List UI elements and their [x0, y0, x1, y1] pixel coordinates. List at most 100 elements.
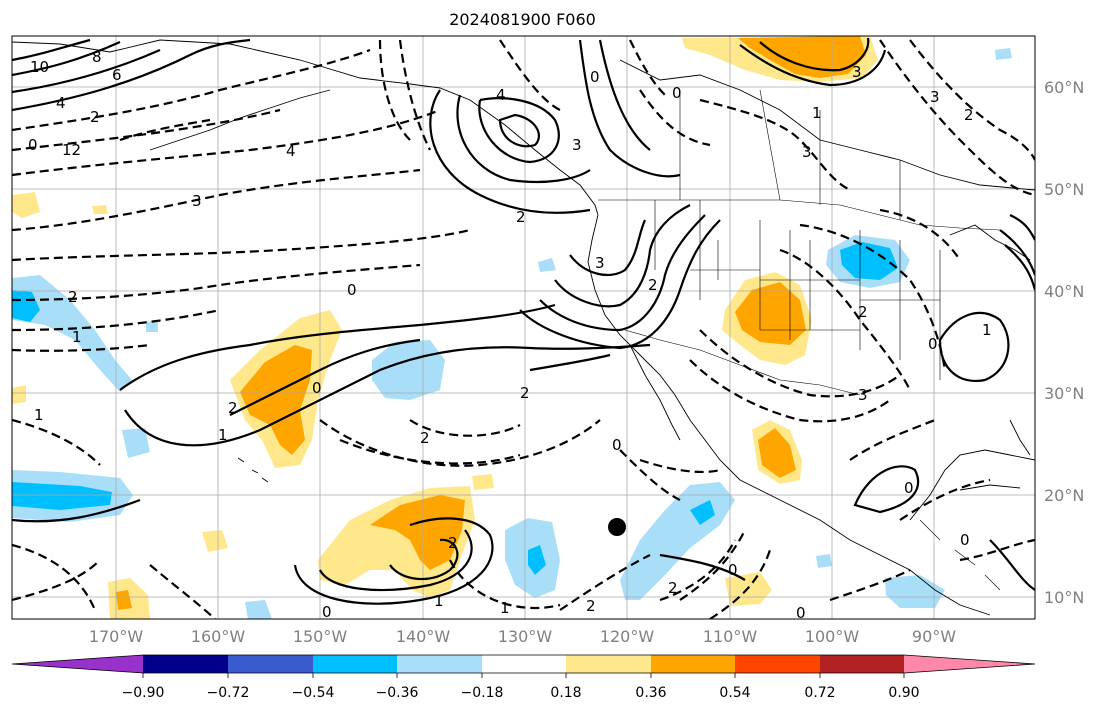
contour-label: 2 [964, 106, 974, 124]
contour-label: 0 [28, 136, 38, 154]
contour-label: 0 [347, 281, 357, 299]
contour-label: 4 [496, 86, 506, 104]
contour-label: 4 [286, 142, 296, 160]
lon-label: 100°W [805, 627, 860, 646]
colorbar-tick-label: 0.72 [804, 685, 835, 701]
contour-label: 2 [858, 303, 868, 321]
contour-label: 6 [112, 66, 122, 84]
latitude-labels: 60°N 50°N 40°N 30°N 20°N 10°N [1044, 78, 1084, 607]
contour-label: 1 [72, 328, 82, 346]
point-marker [608, 518, 626, 536]
contour-label: 2 [68, 288, 78, 306]
pos-region-mexico-core [758, 428, 796, 478]
contour-label: 12 [62, 141, 81, 159]
colorbar-segment [566, 655, 651, 673]
contour-label: 3 [595, 254, 605, 272]
contour-label: 3 [852, 63, 862, 81]
lon-label: 160°W [191, 627, 246, 646]
lon-label: 130°W [498, 627, 553, 646]
contour-label: 2 [648, 276, 658, 294]
dashed-contours [12, 39, 1035, 619]
pos-region-far-southwest-core [116, 590, 132, 610]
central-america-borders [919, 519, 1001, 591]
contour-label: 0 [322, 603, 332, 621]
pos-region-small-5 [12, 385, 26, 404]
lon-label: 150°W [293, 627, 348, 646]
positive-anomaly-shading [12, 36, 878, 619]
contour-label: 10 [30, 58, 49, 76]
contour-label: 2 [228, 399, 238, 417]
north-america-west-coast [587, 214, 991, 616]
neg-region-mexico-coast-core [690, 500, 715, 525]
plot-title: 2024081900 F060 [449, 10, 596, 29]
contour-label: 0 [312, 379, 322, 397]
pos-region-small-2 [92, 205, 108, 214]
colorbar-tick-label: −0.90 [122, 685, 165, 701]
colorbar-segment [482, 655, 566, 673]
contour-label: 0 [590, 68, 600, 86]
pos-region-small-1 [12, 192, 40, 218]
us-mexico-border [624, 329, 861, 396]
colorbar: −0.90 −0.72 −0.54 −0.36 −0.18 0.18 0.36 … [11, 654, 1036, 701]
lat-label: 40°N [1044, 282, 1084, 301]
colorbar-segment [820, 655, 904, 673]
neg-region-small-4 [146, 320, 158, 332]
contour-label: 2 [586, 597, 596, 615]
map-border [11, 35, 1036, 620]
lat-label: 10°N [1044, 588, 1084, 607]
colorbar-segment [228, 655, 313, 673]
contour-label: 0 [672, 84, 682, 102]
lat-label: 20°N [1044, 486, 1084, 505]
colorbar-tick-label: 0.18 [550, 685, 581, 701]
colorbar-tick-label: 0.90 [888, 685, 919, 701]
pos-region-southwest-us-core [735, 282, 806, 345]
neg-region-small-3 [538, 258, 556, 272]
neg-region-hawaii-west-core [12, 482, 112, 510]
longitude-labels: 170°W 160°W 150°W 140°W 130°W 120°W 110°… [89, 627, 956, 646]
lat-label: 50°N [1044, 180, 1084, 199]
neg-region-small-2 [245, 600, 272, 619]
contour-label: 1 [500, 599, 510, 617]
lat-label: 60°N [1044, 78, 1084, 97]
neg-region-west-edge [12, 275, 132, 392]
colorbar-segment [651, 655, 735, 673]
pos-region-north-canada-core [738, 36, 866, 78]
colorbar-tick-label: −0.54 [292, 685, 335, 701]
neg-region-small-6 [995, 48, 1012, 60]
contour-label: 2 [448, 534, 458, 552]
colorbar-tick-label: −0.18 [461, 685, 504, 701]
lon-label: 170°W [89, 627, 144, 646]
neg-region-gulf [885, 575, 945, 608]
contour-label: 3 [192, 192, 202, 210]
neg-region-west-edge-core [12, 290, 40, 322]
contour-label: 0 [928, 335, 938, 353]
solid-contours [12, 37, 1035, 605]
pos-region-south-pacific-core [370, 495, 465, 570]
canada-provinces [679, 89, 901, 220]
contour-label: 3 [858, 386, 868, 404]
lon-label: 90°W [912, 627, 956, 646]
contour-label: 2 [90, 108, 100, 126]
colorbar-segment-extend-max [904, 655, 1035, 673]
lon-label: 120°W [600, 627, 655, 646]
colorbar-tick-label: 0.36 [635, 685, 666, 701]
contour-label: 1 [34, 406, 44, 424]
colorbar-segment [735, 655, 820, 673]
baja-peninsula [629, 344, 681, 441]
contour-label: 0 [960, 531, 970, 549]
colorbar-tick-marks [142, 673, 905, 678]
florida-coast [1009, 419, 1031, 456]
contour-labels: 10 8 6 4 2 0 12 4 3 4 0 3 2 2 3 0 2 1 1 … [28, 48, 992, 621]
colorbar-segment [313, 655, 397, 673]
contour-label: 2 [668, 579, 678, 597]
colorbar-tick-label: 0.54 [719, 685, 750, 701]
contour-label: 3 [572, 136, 582, 154]
neg-region-small-1 [122, 428, 150, 458]
contour-label: 0 [904, 479, 914, 497]
lon-label: 140°W [396, 627, 451, 646]
neg-region-small-5 [816, 554, 832, 568]
contour-label: 0 [612, 436, 622, 454]
pos-region-central-pacific-core [240, 345, 312, 455]
contour-label: 2 [420, 429, 430, 447]
